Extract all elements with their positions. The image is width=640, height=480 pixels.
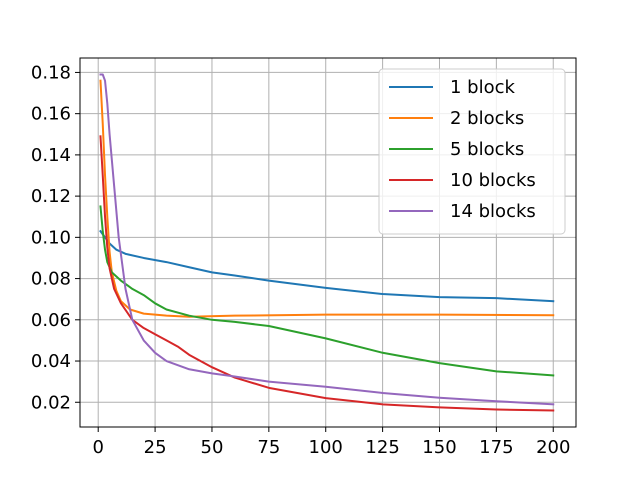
legend-label-1: 2 blocks — [450, 108, 524, 129]
x-tick-label: 150 — [422, 437, 456, 458]
y-tick-label: 0.08 — [31, 269, 71, 290]
y-tick-label: 0.10 — [31, 227, 71, 248]
y-tick-label: 0.16 — [31, 104, 71, 125]
legend-label-0: 1 block — [450, 77, 516, 98]
series-line-0 — [99, 229, 555, 303]
y-tick-label: 0.02 — [31, 392, 71, 413]
legend: 1 block 2 blocks 5 blocks 10 blocks 14 block… — [378, 68, 566, 235]
legend-label-2: 5 blocks — [450, 139, 524, 160]
series-lines — [99, 73, 555, 412]
series-line-2 — [99, 205, 555, 377]
series-line-1 — [99, 79, 555, 318]
y-tick-label: 0.14 — [31, 145, 71, 166]
x-tick-label: 100 — [309, 437, 343, 458]
series-line-4 — [99, 73, 555, 406]
series-line-3 — [99, 135, 555, 412]
x-tick-label: 75 — [257, 437, 280, 458]
x-tick-label: 25 — [144, 437, 167, 458]
x-tick-label: 200 — [536, 437, 570, 458]
axis-ticks: 0 25 50 75 100 125 150 175 200 0.02 0.04 0.06 0.08 0.… — [31, 62, 571, 458]
x-tick-label: 50 — [201, 437, 224, 458]
y-tick-label: 0.04 — [31, 351, 71, 372]
y-tick-label: 0.18 — [31, 62, 71, 83]
legend-label-3: 10 blocks — [450, 170, 536, 191]
legend-box — [378, 68, 566, 235]
legend-label-4: 14 blocks — [450, 201, 536, 222]
x-tick-label: 125 — [365, 437, 399, 458]
x-tick-label: 175 — [479, 437, 513, 458]
plot-area-frame — [79, 57, 577, 428]
x-tick-label: 0 — [92, 437, 103, 458]
y-tick-label: 0.06 — [31, 310, 71, 331]
y-tick-label: 0.12 — [31, 186, 71, 207]
